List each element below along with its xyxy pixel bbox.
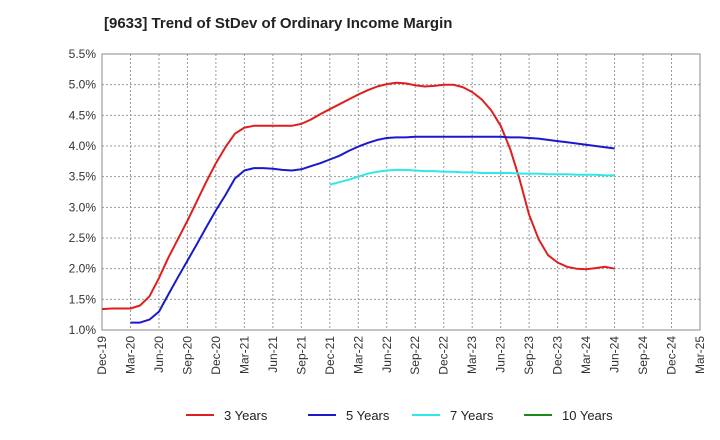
y-tick-label: 1.5% [69, 292, 97, 306]
y-tick-label: 4.0% [69, 139, 97, 153]
x-tick-label: Mar-22 [351, 336, 365, 374]
y-tick-label: 2.5% [69, 231, 97, 245]
x-tick-label: Dec-24 [665, 336, 679, 375]
x-tick-label: Mar-23 [465, 336, 479, 374]
series-line-7-years [329, 168, 615, 186]
x-tick-label: Jun-20 [152, 336, 166, 373]
x-tick-label: Sep-24 [636, 336, 650, 375]
x-tick-label: Jun-23 [494, 336, 508, 373]
x-tick-label: Dec-19 [95, 336, 109, 375]
x-tick-label: Mar-20 [123, 336, 137, 374]
x-tick-label: Sep-22 [408, 336, 422, 375]
x-tick-label: Jun-22 [380, 336, 394, 373]
legend: 3 Years 5 Years 7 Years 10 Years [186, 408, 613, 423]
legend-label: 10 Years [562, 408, 613, 423]
chart-title: [9633] Trend of StDev of Ordinary Income… [104, 15, 452, 32]
y-tick-label: 5.0% [69, 78, 97, 92]
x-tick-label: Dec-21 [323, 336, 337, 375]
y-axis: 1.0% 1.5% 2.0% 2.5% 3.0% 3.5% 4.0% 4.5% 5.0% 5.5% [69, 47, 97, 337]
x-tick-label: Dec-22 [437, 336, 451, 375]
x-tick-label: Dec-20 [209, 336, 223, 375]
x-tick-label: Sep-23 [522, 336, 536, 375]
plot-frame [101, 53, 701, 331]
y-tick-label: 5.5% [69, 47, 97, 61]
grid [101, 53, 701, 331]
y-tick-label: 2.0% [69, 262, 97, 276]
x-tick-label: Dec-23 [551, 336, 565, 375]
x-tick-label: Mar-24 [579, 336, 593, 374]
legend-label: 7 Years [450, 408, 494, 423]
y-tick-label: 3.0% [69, 200, 97, 214]
x-tick-label: Mar-25 [693, 336, 707, 374]
x-tick-label: Jun-21 [266, 336, 280, 373]
y-tick-label: 1.0% [69, 323, 97, 337]
x-axis: Dec-19 Mar-20 Jun-20 Sep-20 Dec-20 Mar-21 Jun-… [95, 336, 707, 375]
series-line-3-years [101, 81, 615, 311]
x-tick-label: Sep-20 [180, 336, 194, 375]
y-tick-label: 3.5% [69, 170, 97, 184]
x-tick-label: Mar-21 [237, 336, 251, 374]
y-tick-label: 4.5% [69, 108, 97, 122]
x-tick-label: Sep-21 [294, 336, 308, 375]
legend-label: 5 Years [346, 408, 390, 423]
x-tick-label: Jun-24 [608, 336, 622, 373]
series-line-5-years [130, 135, 615, 324]
series-lines [101, 81, 615, 324]
legend-label: 3 Years [224, 408, 268, 423]
